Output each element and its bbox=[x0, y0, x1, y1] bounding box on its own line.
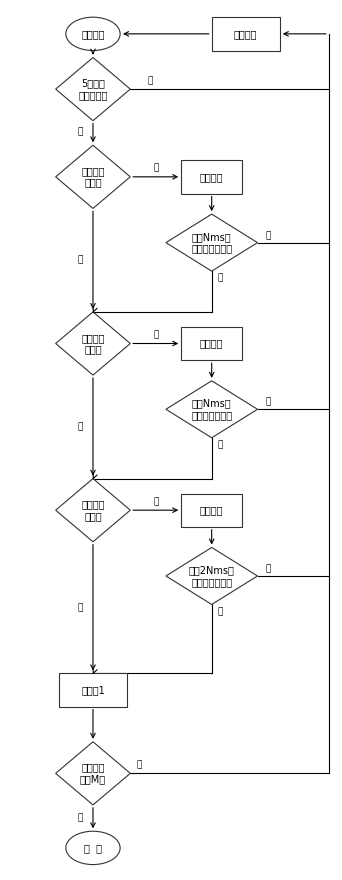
Text: 否: 否 bbox=[77, 128, 83, 136]
Text: 向左飞行: 向左飞行 bbox=[200, 339, 223, 348]
Ellipse shape bbox=[66, 832, 120, 864]
Text: 飞行Nms仸
未摆脱障碍物？: 飞行Nms仸 未摆脱障碍物？ bbox=[191, 231, 232, 253]
Text: 否: 否 bbox=[266, 398, 271, 407]
FancyBboxPatch shape bbox=[181, 326, 242, 360]
Text: 计数清零: 计数清零 bbox=[234, 29, 258, 39]
Polygon shape bbox=[166, 547, 258, 605]
Text: 无: 无 bbox=[153, 330, 158, 339]
Polygon shape bbox=[56, 57, 130, 121]
Text: 飞行2Nms仸
未摆脱障碍物？: 飞行2Nms仸 未摆脱障碍物？ bbox=[189, 565, 235, 587]
Text: 否: 否 bbox=[266, 231, 271, 240]
Ellipse shape bbox=[66, 18, 120, 50]
Text: 左方有无
障碍？: 左方有无 障碍？ bbox=[81, 333, 105, 355]
Text: 有: 有 bbox=[77, 256, 83, 265]
Text: 是: 是 bbox=[77, 814, 83, 823]
Text: 计数是否
超过M？: 计数是否 超过M？ bbox=[80, 763, 106, 784]
Text: 是: 是 bbox=[218, 274, 223, 282]
Text: 5个方向
是否安全？: 5个方向 是否安全？ bbox=[78, 78, 108, 100]
Text: 返  航: 返 航 bbox=[84, 843, 102, 853]
Text: 否: 否 bbox=[136, 760, 142, 769]
Text: 是: 是 bbox=[147, 76, 153, 84]
Text: 向上飞行: 向上飞行 bbox=[200, 172, 223, 182]
Text: 飞行Nms仸
未摆脱障碍物？: 飞行Nms仸 未摆脱障碍物？ bbox=[191, 399, 232, 420]
Text: 否: 否 bbox=[266, 564, 271, 574]
FancyBboxPatch shape bbox=[59, 673, 127, 707]
Polygon shape bbox=[56, 742, 130, 805]
FancyBboxPatch shape bbox=[181, 494, 242, 527]
Text: 有: 有 bbox=[77, 422, 83, 431]
Polygon shape bbox=[166, 381, 258, 438]
Text: 无: 无 bbox=[153, 164, 158, 172]
Polygon shape bbox=[56, 479, 130, 542]
Text: 上方有无
障碍？: 上方有无 障碍？ bbox=[81, 166, 105, 187]
Polygon shape bbox=[56, 312, 130, 375]
Text: 右方有无
障碍？: 右方有无 障碍？ bbox=[81, 499, 105, 521]
Polygon shape bbox=[166, 214, 258, 271]
FancyBboxPatch shape bbox=[212, 18, 279, 50]
Text: 是: 是 bbox=[218, 440, 223, 450]
FancyBboxPatch shape bbox=[181, 160, 242, 194]
Text: 向右飞行: 向右飞行 bbox=[200, 505, 223, 515]
Text: 有: 有 bbox=[77, 603, 83, 612]
Text: 自主飞行: 自主飞行 bbox=[81, 29, 105, 39]
Text: 是: 是 bbox=[218, 607, 223, 616]
Polygon shape bbox=[56, 145, 130, 209]
Text: 计数加1: 计数加1 bbox=[81, 685, 105, 695]
Text: 无: 无 bbox=[153, 497, 158, 506]
